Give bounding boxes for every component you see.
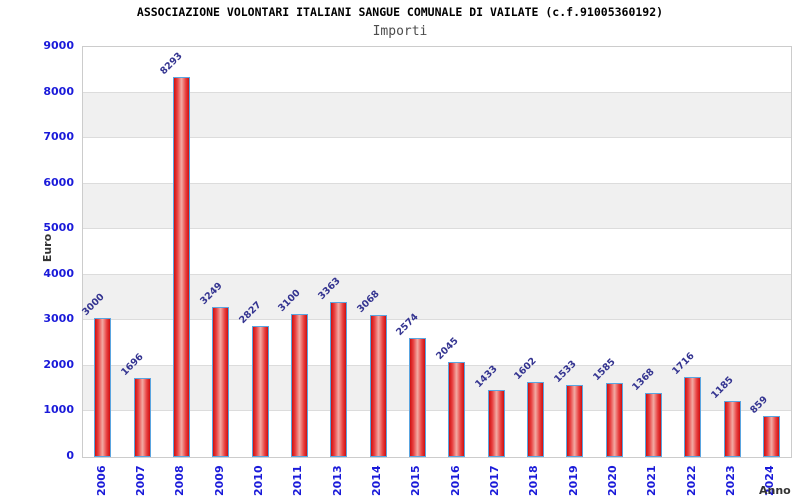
bar [251, 326, 269, 457]
chart-subtitle: Importi [372, 24, 428, 39]
x-tick-label: 2011 [291, 465, 305, 496]
y-tick-label: 6000 [43, 175, 74, 189]
grid-band [83, 365, 791, 412]
x-tick-label: 2023 [724, 465, 737, 496]
bar [448, 361, 466, 457]
bar [172, 77, 190, 457]
gridline [83, 319, 791, 321]
y-tick-label: 2000 [43, 357, 74, 371]
y-tick-label: 0 [66, 449, 74, 462]
chart-title: ASSOCIAZIONE VOLONTARI ITALIANI SANGUE C… [136, 5, 664, 19]
gridline [83, 273, 791, 275]
x-tick-label: 2020 [606, 465, 619, 496]
bar [330, 301, 348, 457]
x-tick-label: 2016 [448, 465, 462, 496]
y-tick-label: 3000 [43, 312, 74, 326]
y-tick-label: 1000 [43, 403, 74, 417]
x-tick-label: 2015 [409, 465, 423, 496]
gridline [83, 410, 791, 412]
bar [684, 376, 702, 457]
y-tick-label: 9000 [43, 39, 74, 52]
x-tick-label: 2010 [252, 465, 265, 496]
gridline [83, 182, 791, 184]
bar [212, 307, 230, 457]
bar [762, 415, 780, 457]
bar-value-label: 8293 [158, 50, 186, 78]
x-tick-label: 2008 [173, 465, 187, 496]
grid-band [83, 92, 791, 139]
x-tick-label: 2009 [212, 465, 226, 496]
bar [133, 377, 151, 457]
x-tick-label: 2018 [527, 465, 541, 496]
x-tick-label: 2013 [330, 465, 344, 496]
bar [290, 313, 308, 457]
bar [526, 382, 544, 457]
grid-band [83, 183, 791, 230]
bar-value-label: 2045 [433, 335, 461, 362]
x-tick-label: 2007 [134, 465, 147, 496]
gridline [83, 364, 791, 366]
bar [408, 337, 426, 457]
bar [644, 392, 662, 457]
y-tick-label: 8000 [43, 84, 74, 98]
x-axis-title: Anno [759, 484, 791, 497]
x-tick-label: 2017 [488, 465, 501, 496]
x-tick-label: 2014 [370, 465, 383, 496]
y-tick-label: 5000 [43, 221, 74, 235]
x-tick-label: 2021 [645, 465, 659, 496]
bar [566, 385, 584, 457]
y-tick-label: 4000 [43, 266, 74, 280]
grid-band [83, 274, 791, 321]
bar [369, 315, 387, 457]
x-tick-label: 2022 [684, 465, 698, 496]
bar [487, 389, 505, 457]
bar [94, 318, 112, 457]
plot-area: 3000 1696 8293 3249 2827 3100 3363 3068 2574 2045… [80, 46, 792, 458]
gridline [83, 91, 791, 93]
bar [605, 382, 623, 457]
x-tick-label: 2019 [566, 465, 580, 496]
bar [723, 401, 741, 457]
gridline [83, 137, 791, 139]
y-tick-label: 7000 [43, 130, 74, 144]
gridline [83, 228, 791, 230]
x-tick-label: 2006 [94, 465, 108, 496]
